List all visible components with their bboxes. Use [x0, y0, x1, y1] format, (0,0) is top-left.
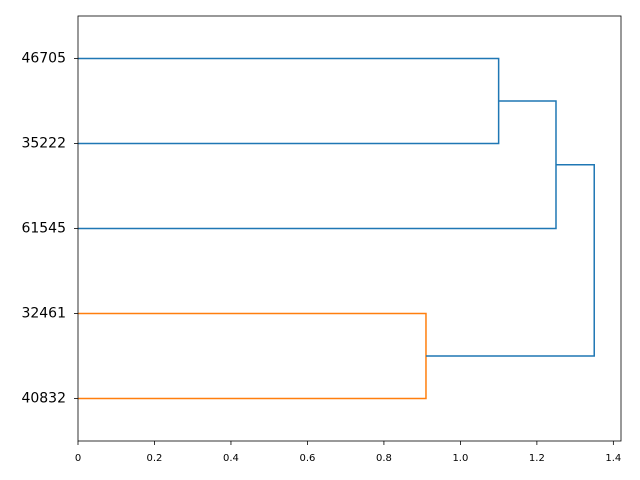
x-tick-label: 0.4: [223, 453, 239, 464]
y-tick-label: 35222: [21, 136, 66, 152]
x-tick-label: 0.8: [376, 453, 392, 464]
x-tick-label: 1.2: [529, 453, 545, 464]
x-tick-label: 1.4: [605, 453, 621, 464]
link: [425, 164, 595, 357]
link: [78, 100, 557, 230]
x-tick-label: 0: [75, 453, 81, 464]
link: [78, 57, 500, 145]
y-tick-label: 46705: [21, 51, 66, 67]
x-tick-label: 0.2: [147, 453, 163, 464]
link: [78, 312, 427, 400]
y-tick-label: 61545: [21, 221, 66, 237]
y-tick-label: 40832: [21, 391, 66, 407]
x-tick-label: 0.6: [299, 453, 315, 464]
y-tick-label: 32461: [21, 306, 66, 322]
x-tick-label: 1.0: [452, 453, 468, 464]
